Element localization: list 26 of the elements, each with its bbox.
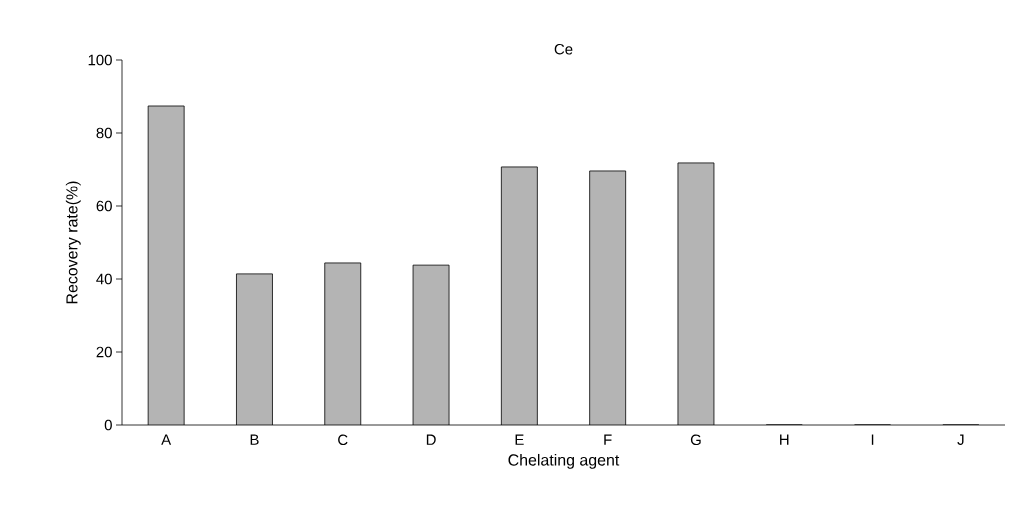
x-tick-label: G — [690, 434, 701, 446]
x-tick-label: I — [871, 434, 874, 445]
bar — [236, 273, 273, 425]
bar — [148, 105, 185, 425]
bar — [677, 162, 714, 425]
bar — [324, 262, 361, 425]
bar — [589, 170, 626, 425]
chart-title: Ce — [554, 43, 573, 55]
bar — [501, 166, 538, 425]
x-tick-label: H — [780, 434, 789, 445]
x-axis-title: Chelating agent — [508, 453, 620, 469]
y-tick-label: 60 — [96, 200, 112, 212]
x-tick-label: A — [161, 434, 172, 445]
x-tick-label: E — [515, 434, 524, 445]
y-tick-label: 100 — [88, 54, 112, 66]
bar — [413, 265, 450, 425]
x-tick-label: B — [250, 434, 259, 445]
y-axis-title: Recovery rate(%) — [65, 181, 81, 304]
x-tick-label: J — [957, 434, 964, 445]
x-tick-label: C — [338, 434, 348, 446]
x-tick-label: F — [604, 434, 612, 445]
y-tick-label: 80 — [96, 127, 112, 139]
y-tick-label: 0 — [104, 419, 112, 431]
y-tick-label: 20 — [96, 346, 112, 358]
x-tick-label: D — [426, 434, 436, 445]
y-tick-label: 40 — [96, 273, 112, 285]
